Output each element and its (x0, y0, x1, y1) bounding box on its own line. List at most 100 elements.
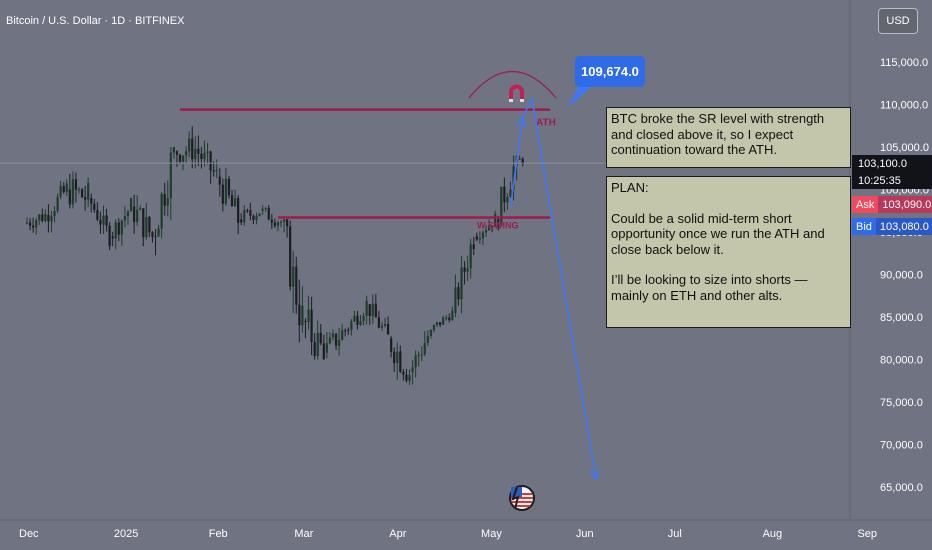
x-tick-label: Jun (576, 528, 594, 540)
candle-up (25, 222, 29, 224)
candle-down (405, 374, 408, 381)
y-tick-label: 90,000.0 (880, 270, 923, 282)
candle-up (206, 151, 209, 154)
candle-down (230, 195, 234, 207)
candle-down (197, 148, 200, 154)
us-flag-event-icon[interactable] (508, 484, 536, 512)
projection-leg-up (509, 117, 524, 207)
candle-up (264, 207, 267, 209)
candle-up (120, 220, 123, 235)
price-callout[interactable]: 109,674.0 (575, 56, 645, 87)
candle-up (59, 185, 62, 197)
candle-down (289, 226, 292, 287)
candle-up (123, 215, 127, 221)
candle-down (252, 215, 255, 220)
candle-down (62, 185, 65, 193)
symbol-title[interactable]: Bitcoin / U.S. Dollar · 1D · BITFINEX (6, 15, 185, 27)
callout-pointer (567, 84, 594, 108)
projection-drawings (468, 71, 600, 482)
candle-down (212, 170, 215, 172)
candle-down (175, 151, 179, 155)
candle-down (221, 184, 224, 204)
candle-up (445, 317, 448, 319)
candle-down (74, 179, 78, 190)
candle-up (102, 215, 105, 225)
y-tick-label: 85,000.0 (880, 312, 923, 324)
last-price-tag: 103,100.0 (852, 155, 932, 172)
candle-up (160, 194, 163, 229)
candle-down (96, 209, 99, 220)
x-tick-label: Jul (668, 528, 682, 540)
arrowhead-down (589, 468, 600, 482)
candle-down (249, 210, 252, 216)
candle-up (301, 305, 304, 326)
candle-down (240, 219, 243, 223)
candle-down (28, 222, 32, 226)
candle-down (218, 176, 221, 185)
candle-up (71, 179, 74, 205)
candle-up (87, 183, 90, 200)
candle-up (233, 198, 237, 207)
x-tick-label: Feb (209, 528, 228, 540)
candle-up (282, 219, 286, 222)
candle-up (411, 367, 414, 373)
candle-up (423, 342, 426, 355)
arrowhead-up (516, 115, 527, 129)
candle-up (188, 138, 191, 152)
candle-up (435, 322, 439, 325)
candle-down (439, 322, 442, 325)
candle-down (521, 158, 524, 165)
candle-down (178, 154, 182, 162)
candle-up (338, 339, 341, 346)
candle-up (432, 324, 436, 330)
candle-up (203, 153, 206, 159)
candle-down (209, 151, 212, 171)
candle-down (497, 219, 500, 226)
candle-up (261, 208, 264, 211)
magnet-tip-left (509, 99, 513, 102)
candle-up (460, 267, 463, 300)
candle-up (279, 221, 283, 223)
candle-down (111, 236, 114, 239)
x-tick-label: May (481, 528, 502, 540)
candle-up (417, 354, 420, 356)
candle-up (258, 213, 261, 217)
bid-tag: Bid 103,080.0 (852, 218, 932, 235)
candle-up (53, 211, 56, 217)
note-plan[interactable]: PLAN: Could be a solid mid-term short op… (606, 176, 851, 328)
y-tick-label: 115,000.0 (880, 57, 928, 69)
candle-down (322, 343, 325, 360)
candle-up (426, 335, 429, 343)
candle-down (154, 236, 157, 238)
candle-up (451, 310, 454, 321)
candle-down (32, 225, 35, 228)
candle-up (243, 210, 246, 223)
candle-down (475, 236, 478, 240)
candle-up (224, 178, 227, 204)
y-tick-label: 75,000.0 (880, 397, 923, 409)
candle-down (334, 333, 338, 346)
candle-up (56, 196, 59, 212)
candle-up (371, 303, 374, 317)
candle-up (341, 330, 344, 340)
candle-up (307, 309, 310, 322)
candle-down (41, 214, 44, 221)
candle-up (512, 166, 515, 190)
note-analysis[interactable]: BTC broke the SR level with strength and… (606, 107, 851, 168)
candle-down (237, 198, 240, 223)
candle-up (38, 214, 41, 221)
candle-up (380, 325, 384, 328)
x-tick-label: Mar (294, 528, 313, 540)
candle-up (500, 186, 503, 226)
candle-up (442, 317, 445, 325)
candle-down (448, 317, 451, 321)
bid-label: Bid (852, 218, 876, 235)
swing-label: W SWING (477, 221, 519, 231)
candle-up (331, 333, 335, 338)
candle-down (68, 189, 71, 205)
candle-up (44, 213, 47, 221)
candle-down (356, 315, 359, 325)
currency-button[interactable]: USD (878, 8, 918, 34)
